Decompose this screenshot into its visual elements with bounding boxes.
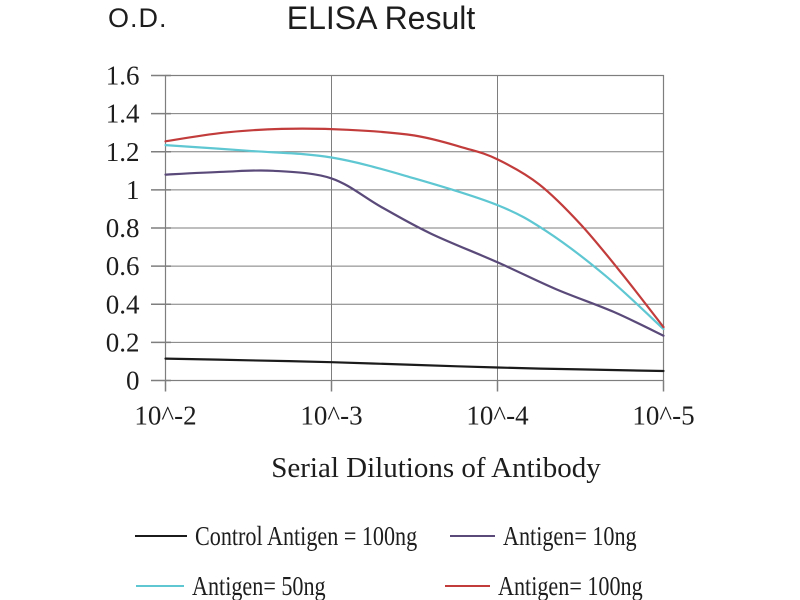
y-tick-label: 1.6 — [106, 61, 140, 91]
legend-label-antigen-10ng: Antigen= 10ng — [503, 520, 637, 551]
y-tick-label: 0.8 — [106, 213, 140, 243]
y-tick-label: 0.6 — [106, 251, 140, 281]
legend-label-antigen-50ng: Antigen= 50ng — [192, 570, 326, 600]
legend-line-antigen-10ng — [450, 535, 495, 537]
chart-title: ELISA Result — [286, 0, 476, 36]
axis-label-layer: 0 0.2 0.4 0.6 0.8 1 1.2 1.4 1.6 10^-2 10^-3 10^-4 10… — [106, 61, 695, 431]
x-tick-label: 10^-5 — [632, 401, 694, 431]
curve-antigen-10ng — [164, 169, 665, 337]
curve-layer — [164, 127, 665, 373]
curve-control-antigen-100ng — [164, 357, 665, 373]
legend-line-control-antigen — [135, 535, 187, 537]
curve-antigen-100ng — [164, 127, 665, 329]
legend-label-control-antigen: Control Antigen = 100ng — [195, 520, 418, 551]
x-axis-title: Serial Dilutions of Antibody — [271, 452, 601, 484]
legend-item-control-antigen: Control Antigen = 100ng — [135, 521, 466, 551]
legend-item-antigen-100ng: Antigen= 100ng — [445, 571, 674, 600]
legend-label-antigen-100ng: Antigen= 100ng — [498, 570, 643, 600]
y-tick-label: 1.2 — [106, 137, 140, 167]
tick-layer — [151, 74, 665, 392]
y-tick-label: 0.2 — [106, 327, 140, 357]
legend-item-antigen-50ng: Antigen= 50ng — [136, 571, 355, 600]
legend-line-antigen-100ng — [445, 585, 490, 587]
curve-antigen-50ng — [164, 144, 665, 331]
x-tick-label: 10^-2 — [134, 401, 196, 431]
y-tick-label: 1.4 — [106, 99, 140, 129]
legend-line-antigen-50ng — [136, 585, 184, 587]
y-tick-label: 1 — [126, 175, 140, 205]
y-axis-unit-label: O.D. — [108, 3, 168, 33]
x-tick-label: 10^-4 — [466, 401, 529, 431]
y-tick-label: 0.4 — [106, 289, 140, 319]
grid-layer — [164, 74, 665, 382]
legend-item-antigen-10ng: Antigen= 10ng — [450, 521, 666, 551]
y-tick-label: 0 — [126, 366, 140, 396]
x-tick-label: 10^-3 — [300, 401, 362, 431]
